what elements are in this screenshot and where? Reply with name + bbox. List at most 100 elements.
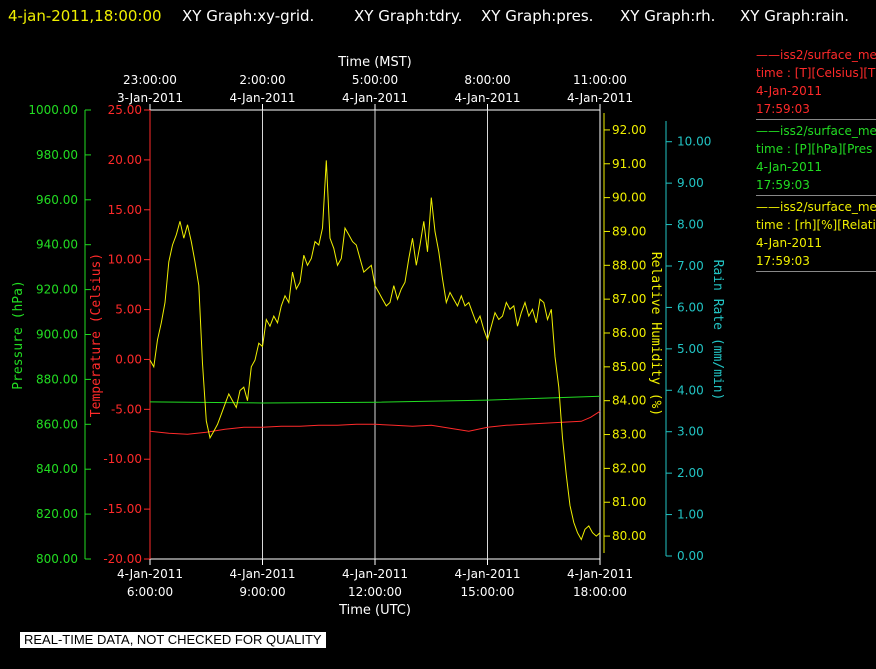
rh-tick-label: 87.00 [612, 292, 646, 306]
temperature-tick-label: -10.00 [103, 452, 142, 466]
rh-tick-label: 88.00 [612, 258, 646, 272]
temperature-tick-label: -20.00 [103, 552, 142, 566]
legend-series-time: 17:59:03 [756, 178, 810, 192]
rain-tick-label: 0.00 [677, 549, 704, 563]
x-tick-label-date: 4-Jan-2011 [455, 567, 521, 581]
temperature-tick-label: 5.00 [115, 303, 142, 317]
rh-tick-label: 83.00 [612, 428, 646, 442]
legend-series-name: ——iss2/surface_me [756, 48, 876, 62]
rh-tick-label: 90.00 [612, 191, 646, 205]
rh-tick-label: 84.00 [612, 394, 646, 408]
x-tick-label-time: 6:00:00 [127, 585, 173, 599]
x-top-tick-label-date: 4-Jan-2011 [455, 91, 521, 105]
pressure-tick-label: 840.00 [36, 462, 78, 476]
legend-series-name: ——iss2/surface_me [756, 200, 876, 214]
legend-series-name: ——iss2/surface_me [756, 124, 876, 138]
legend-series-desc: time : [T][Celsius][T [756, 66, 876, 80]
rain-tick-label: 2.00 [677, 466, 704, 480]
temperature-axis-label: Temperature (Celsius) [89, 253, 104, 417]
time-axis: 4-Jan-2011 6:00:00 4-Jan-2011 9:00:00 4-Jan-… [117, 73, 633, 599]
grid-lines [262, 110, 488, 559]
pressure-tick-label: 1000.00 [28, 103, 78, 117]
temperature-tick-label: -15.00 [103, 502, 142, 516]
header-graph-title-5: XY Graph:rain. [740, 7, 849, 25]
rain-tick-label: 9.00 [677, 176, 704, 190]
rh-tick-label: 82.00 [612, 461, 646, 475]
rain-tick-label: 8.00 [677, 218, 704, 232]
rain-tick-label: 5.00 [677, 342, 704, 356]
series-line-rh [149, 160, 601, 541]
rh-axis: 80.00 81.00 82.00 83.00 84.00 85.00 86.00 87.00… [603, 113, 646, 553]
pressure-tick-label: 820.00 [36, 507, 78, 521]
rain-axis-label: Rain Rate (mm/min) [710, 260, 725, 401]
x-tick-label-date: 4-Jan-2011 [567, 567, 633, 581]
pressure-tick-label: 940.00 [36, 238, 78, 252]
header-graph-title-1: XY Graph:xy-grid. [182, 7, 314, 25]
x-top-tick-label-date: 3-Jan-2011 [117, 91, 183, 105]
x-top-tick-label-time: 23:00:00 [123, 73, 177, 87]
temperature-tick-label: 0.00 [115, 352, 142, 366]
series-line-temperature [149, 410, 601, 435]
pressure-tick-label: 900.00 [36, 328, 78, 342]
header-graph-title-3: XY Graph:pres. [481, 7, 593, 25]
legend-series-time: 17:59:03 [756, 254, 810, 268]
x-tick-label-date: 4-Jan-2011 [117, 567, 183, 581]
header-graph-title-2: XY Graph:tdry. [354, 7, 462, 25]
x-axis-label-bottom: Time (UTC) [338, 603, 411, 618]
pressure-tick-label: 860.00 [36, 417, 78, 431]
rain-tick-label: 4.00 [677, 383, 704, 397]
series-group [149, 160, 601, 541]
rain-tick-label: 1.00 [677, 508, 704, 522]
legend: ——iss2/surface_me time : [T][Celsius][T … [756, 46, 876, 274]
x-tick-label-date: 4-Jan-2011 [342, 567, 408, 581]
rh-tick-label: 85.00 [612, 360, 646, 374]
x-tick-label-time: 15:00:00 [461, 585, 515, 599]
legend-series-date: 4-Jan-2011 [756, 236, 822, 250]
rain-tick-label: 6.00 [677, 300, 704, 314]
pressure-axis: 800.00 820.00 840.00 860.00 880.00 900.00 920.… [28, 103, 91, 566]
rh-axis-label: Relative Humidity (%) [648, 252, 663, 416]
x-top-tick-label-date: 4-Jan-2011 [230, 91, 296, 105]
x-top-tick-label-time: 11:00:00 [573, 73, 627, 87]
temperature-tick-label: 25.00 [108, 103, 142, 117]
rh-tick-label: 86.00 [612, 326, 646, 340]
pressure-tick-label: 880.00 [36, 372, 78, 386]
temperature-tick-label: 20.00 [108, 153, 142, 167]
x-tick-label-time: 12:00:00 [348, 585, 402, 599]
legend-entry-rh[interactable]: ——iss2/surface_me time : [rh][%][Relati … [756, 198, 876, 272]
rh-tick-label: 91.00 [612, 157, 646, 171]
x-tick-label-time: 18:00:00 [573, 585, 627, 599]
rain-axis: 0.00 1.00 2.00 3.00 4.00 5.00 6.00 7.00 8.00 9.00… [665, 121, 711, 563]
pressure-tick-label: 800.00 [36, 552, 78, 566]
pressure-tick-label: 960.00 [36, 193, 78, 207]
temperature-tick-label: 15.00 [108, 203, 142, 217]
rh-tick-label: 81.00 [612, 495, 646, 509]
x-axis-label-top: Time (MST) [337, 55, 412, 70]
x-top-tick-label-time: 5:00:00 [352, 73, 398, 87]
pressure-tick-label: 980.00 [36, 148, 78, 162]
x-tick-label-date: 4-Jan-2011 [230, 567, 296, 581]
legend-series-desc: time : [rh][%][Relati [756, 218, 876, 232]
rain-tick-label: 7.00 [677, 259, 704, 273]
legend-series-desc: time : [P][hPa][Pres [756, 142, 873, 156]
x-top-tick-label-time: 2:00:00 [239, 73, 285, 87]
rain-tick-label: 3.00 [677, 425, 704, 439]
legend-entry-temperature[interactable]: ——iss2/surface_me time : [T][Celsius][T … [756, 46, 876, 120]
header-graph-title-4: XY Graph:rh. [620, 7, 715, 25]
x-top-tick-label-date: 4-Jan-2011 [342, 91, 408, 105]
temperature-tick-label: -5.00 [111, 402, 142, 416]
legend-series-date: 4-Jan-2011 [756, 84, 822, 98]
legend-series-time: 17:59:03 [756, 102, 810, 116]
temperature-axis: -20.00 -15.00 -10.00 -5.00 0.00 5.00 10.00 15.0… [103, 103, 151, 566]
series-line-pressure [149, 395, 601, 404]
pressure-axis-label: Pressure (hPa) [11, 280, 26, 390]
legend-series-date: 4-Jan-2011 [756, 160, 822, 174]
rh-tick-label: 89.00 [612, 224, 646, 238]
quality-warning-banner: REAL-TIME DATA, NOT CHECKED FOR QUALITY [20, 632, 326, 648]
x-top-tick-label-time: 8:00:00 [464, 73, 510, 87]
rain-tick-label: 10.00 [677, 135, 711, 149]
rh-tick-label: 80.00 [612, 529, 646, 543]
x-top-tick-label-date: 4-Jan-2011 [567, 91, 633, 105]
legend-entry-pressure[interactable]: ——iss2/surface_me time : [P][hPa][Pres 4… [756, 122, 876, 196]
